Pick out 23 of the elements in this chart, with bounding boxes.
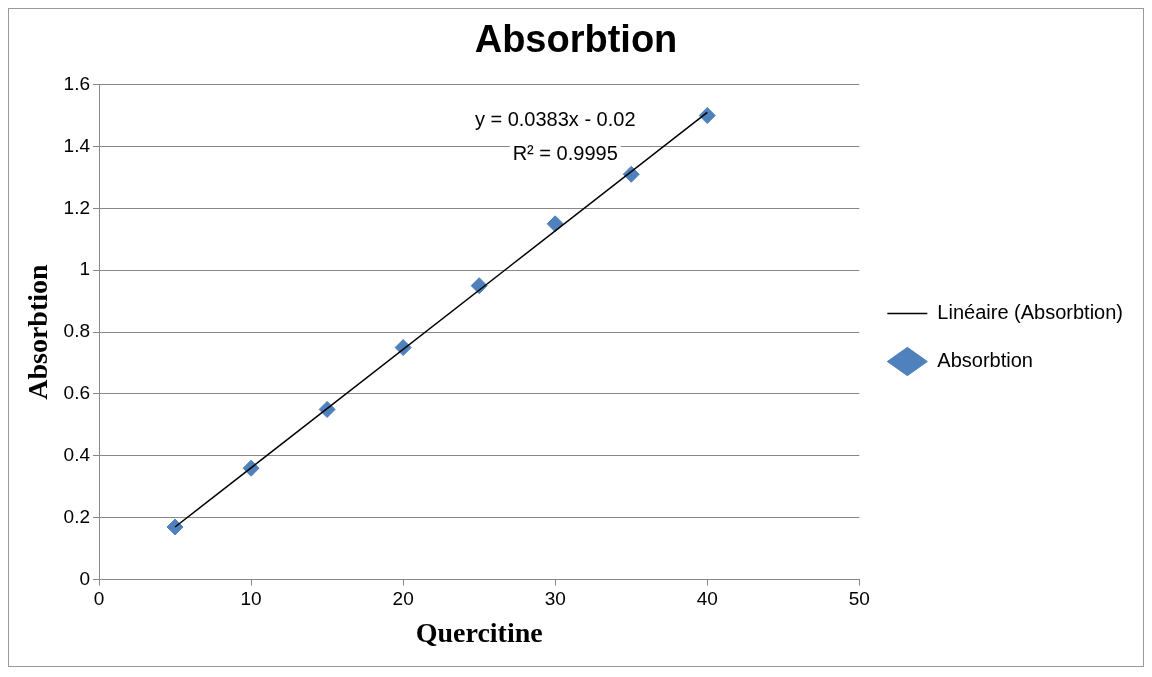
y-tick-label: 1.6 (63, 72, 91, 94)
x-tick-label: 10 (240, 588, 262, 610)
y-tick-label: 0.2 (63, 505, 91, 527)
y-tick-label: 0.4 (63, 444, 91, 466)
x-tick-label: 20 (392, 588, 414, 610)
y-tick-label: 1.4 (63, 134, 91, 156)
y-tick-label: 0.8 (63, 320, 91, 342)
x-tick-label: 30 (544, 588, 566, 610)
annotation: R² = 0.9995 (512, 142, 618, 165)
legend-label: Linéaire (Absorbtion) (937, 301, 1123, 324)
x-tick-label: 0 (93, 588, 105, 610)
y-tick-label: 0 (79, 567, 91, 589)
point (546, 215, 564, 233)
y-tick-label: 1.2 (63, 196, 91, 218)
y-tick-label: 0.6 (63, 382, 91, 404)
chart-title: Absorbtion (474, 18, 678, 61)
annotation: y = 0.0383x - 0.02 (474, 108, 636, 131)
legend-label: Absorbtion (937, 349, 1033, 372)
x-tick-label: 40 (696, 588, 718, 610)
x-tick-label: 50 (848, 588, 870, 610)
y-tick-label: 1 (79, 258, 91, 280)
x-axis-title: Quercitine (415, 617, 543, 649)
y-axis-title: Absorbtion (22, 263, 54, 400)
